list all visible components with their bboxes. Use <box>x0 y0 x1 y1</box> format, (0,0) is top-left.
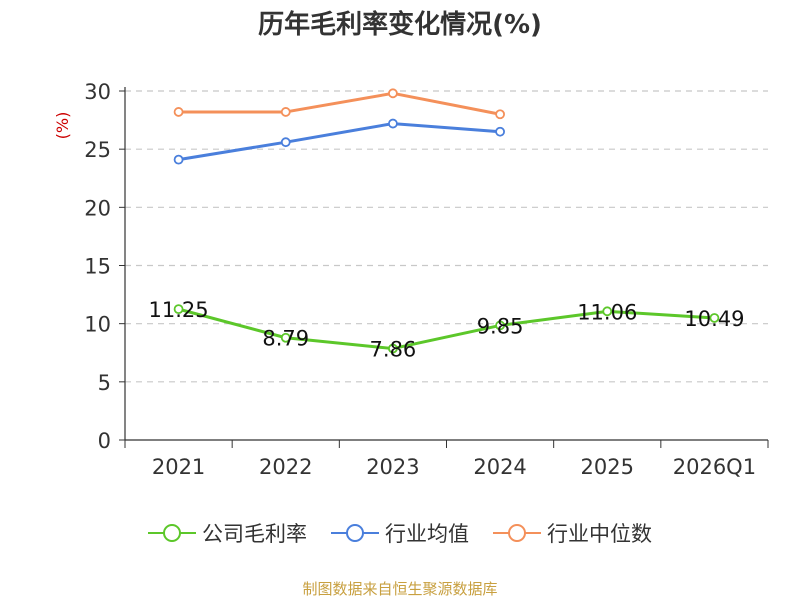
y-axis-label: (%) <box>53 112 72 140</box>
x-tick-label-2026Q1: 2026Q1 <box>673 455 756 479</box>
y-tick-label: 25 <box>84 138 111 162</box>
data-label: 11.06 <box>577 300 637 324</box>
data-point-series-2 <box>495 109 505 120</box>
data-label: 8.79 <box>262 327 309 351</box>
x-tick-label-2023: 2023 <box>366 455 419 479</box>
data-point-series-0 <box>495 320 505 331</box>
data-point-series-2 <box>388 88 398 99</box>
data-point-series-0 <box>388 343 398 354</box>
y-tick-label: 5 <box>98 371 111 395</box>
data-point-series-2 <box>173 107 184 117</box>
data-point-series-1 <box>495 126 505 137</box>
data-point-series-1 <box>388 118 398 129</box>
series-line-1 <box>178 122 501 162</box>
data-label: 7.86 <box>370 338 417 362</box>
y-tick-label: 20 <box>84 196 111 220</box>
y-tick-label: 30 <box>84 80 111 104</box>
data-point-series-2 <box>280 107 291 117</box>
x-tick-label-2024: 2024 <box>473 455 526 479</box>
legend-item-industry-avg[interactable]: 行业均值 <box>331 518 469 548</box>
chart-legend: 公司毛利率 行业均值 行业中位数 <box>0 518 800 548</box>
y-tick-label: 15 <box>84 255 111 279</box>
data-label: 10.49 <box>684 307 744 331</box>
series-line-0 <box>178 307 715 351</box>
data-label: 9.85 <box>477 314 524 338</box>
legend-marker-industry-median <box>493 524 541 542</box>
data-point-series-0 <box>280 332 291 343</box>
legend-label-company: 公司毛利率 <box>202 522 307 546</box>
data-point-series-1 <box>280 137 291 148</box>
data-label: 11.25 <box>149 298 209 322</box>
data-point-series-0 <box>173 304 184 315</box>
chart-title: 历年毛利率变化情况(%) <box>258 10 542 40</box>
data-point-series-0 <box>709 313 720 323</box>
x-tick-label-2022: 2022 <box>259 455 312 479</box>
legend-label-industry-avg: 行业均值 <box>385 522 469 546</box>
y-tick-label: 10 <box>84 313 111 337</box>
y-tick-label: 0 <box>98 429 111 453</box>
legend-marker-company <box>148 524 196 542</box>
x-tick-label-2021: 2021 <box>152 455 205 479</box>
legend-label-industry-median: 行业中位数 <box>547 522 652 546</box>
series-line-2 <box>178 91 501 116</box>
x-tick-label-2025: 2025 <box>581 455 634 479</box>
data-point-series-1 <box>173 154 184 165</box>
legend-item-company[interactable]: 公司毛利率 <box>148 518 307 548</box>
legend-marker-industry-avg <box>331 524 379 542</box>
data-source-note: 制图数据来自恒生聚源数据库 <box>302 580 498 598</box>
data-point-series-0 <box>602 306 613 317</box>
legend-item-industry-median[interactable]: 行业中位数 <box>493 518 652 548</box>
